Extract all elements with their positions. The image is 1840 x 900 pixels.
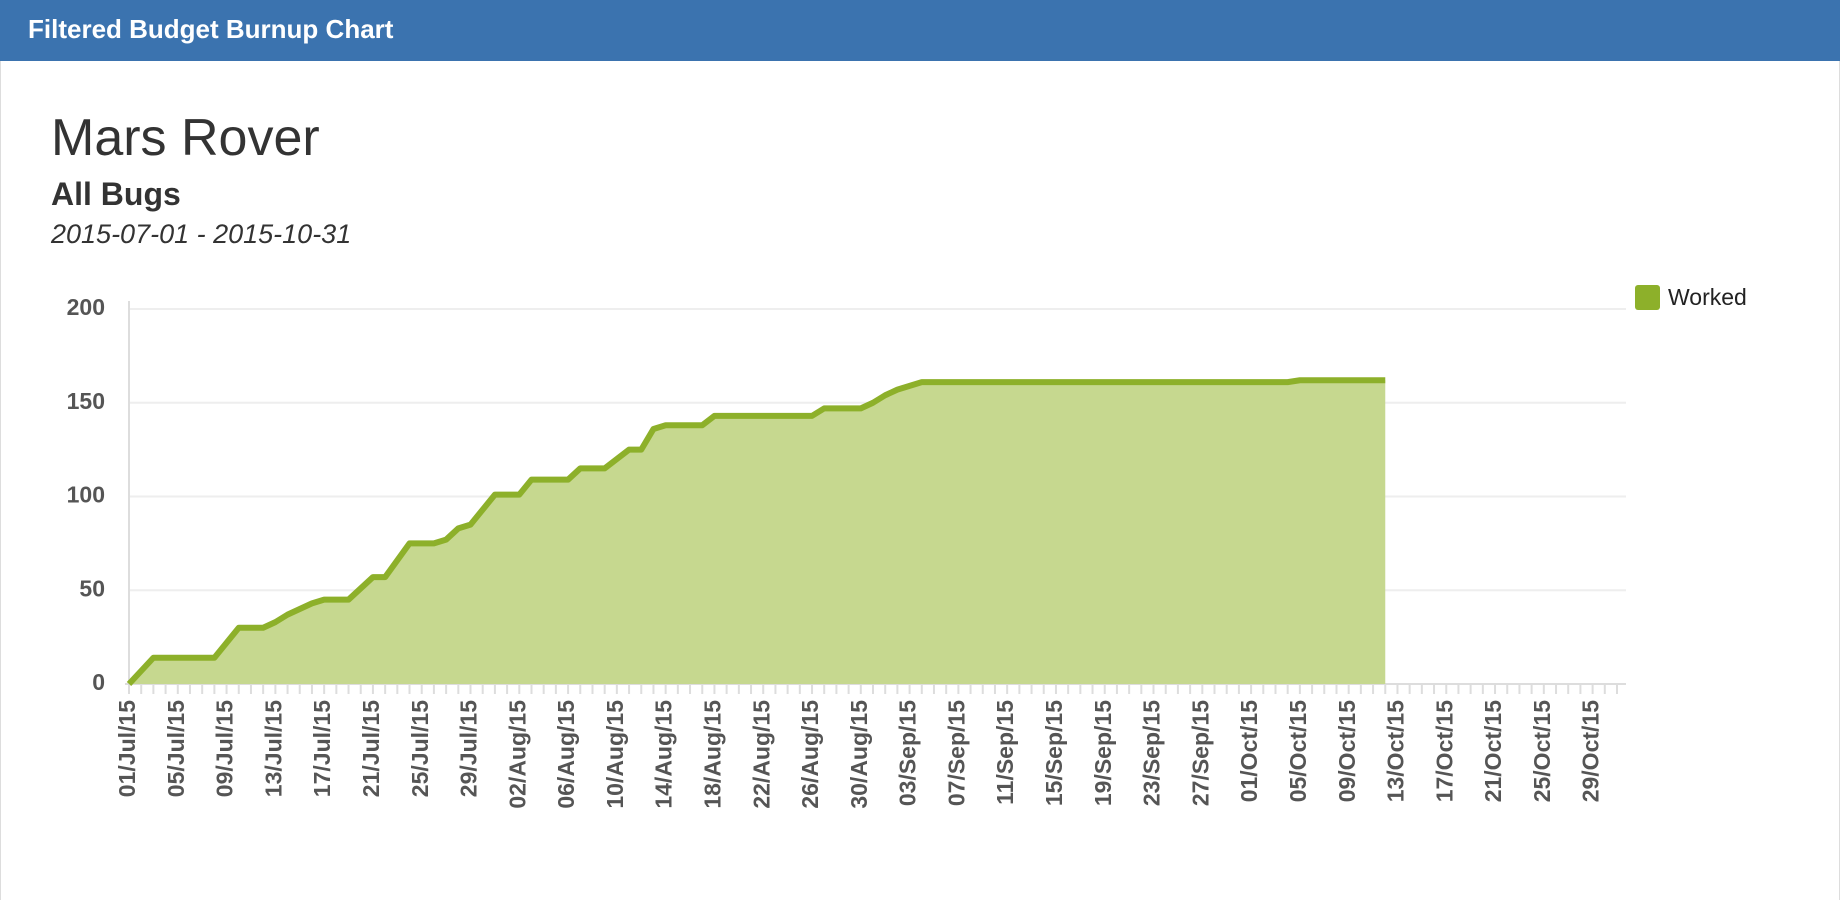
x-tick-label: 06/Aug/15 (553, 700, 579, 809)
y-tick-label: 200 (67, 294, 105, 320)
y-tick-label: 50 (79, 575, 105, 601)
x-tick-label: 10/Aug/15 (602, 700, 628, 809)
x-tick-label: 07/Sep/15 (943, 700, 969, 806)
x-tick-label: 05/Jul/15 (163, 700, 189, 797)
x-tick-label: 14/Aug/15 (651, 700, 677, 809)
chart-subtitle: All Bugs (51, 176, 181, 212)
x-tick-label: 11/Sep/15 (992, 700, 1018, 805)
x-tick-label: 27/Sep/15 (1187, 700, 1213, 806)
area-fill (129, 380, 1386, 684)
legend-label: Worked (1668, 284, 1747, 310)
x-tick-label: 15/Sep/15 (1041, 700, 1067, 806)
chart-title: Mars Rover (51, 109, 320, 167)
x-tick-label: 17/Jul/15 (309, 700, 335, 797)
x-tick-label: 01/Oct/15 (1236, 700, 1262, 802)
x-tick-label: 30/Aug/15 (846, 700, 872, 809)
x-tick-label: 21/Oct/15 (1480, 700, 1506, 802)
x-tick-label: 02/Aug/15 (504, 700, 530, 809)
x-tick-label: 19/Sep/15 (1090, 700, 1116, 806)
x-tick-label: 05/Oct/15 (1285, 700, 1311, 802)
x-tick-label: 13/Oct/15 (1383, 700, 1409, 802)
y-tick-label: 150 (67, 388, 105, 414)
y-tick-label: 100 (67, 482, 105, 508)
x-tick-label: 09/Jul/15 (212, 700, 238, 797)
y-tick-label: 0 (92, 669, 105, 695)
x-tick-label: 18/Aug/15 (700, 700, 726, 809)
x-tick-label: 25/Oct/15 (1529, 700, 1555, 802)
panel-header: Filtered Budget Burnup Chart (0, 0, 1840, 61)
x-tick-label: 26/Aug/15 (797, 700, 823, 809)
x-tick-label: 29/Jul/15 (456, 700, 482, 797)
x-tick-label: 17/Oct/15 (1431, 700, 1457, 802)
date-range: 2015-07-01 - 2015-10-31 (51, 219, 352, 249)
x-tick-label: 01/Jul/15 (114, 700, 140, 797)
x-tick-label: 23/Sep/15 (1139, 700, 1165, 806)
x-tick-label: 13/Jul/15 (260, 700, 286, 797)
x-tick-label: 29/Oct/15 (1578, 700, 1604, 802)
x-tick-label: 22/Aug/15 (748, 700, 774, 809)
x-tick-label: 21/Jul/15 (358, 700, 384, 797)
x-tick-label: 25/Jul/15 (407, 700, 433, 797)
x-tick-label: 03/Sep/15 (895, 700, 921, 806)
area-line (126, 377, 1386, 687)
x-tick-label: 09/Oct/15 (1334, 700, 1360, 802)
legend-swatch (1635, 285, 1660, 310)
